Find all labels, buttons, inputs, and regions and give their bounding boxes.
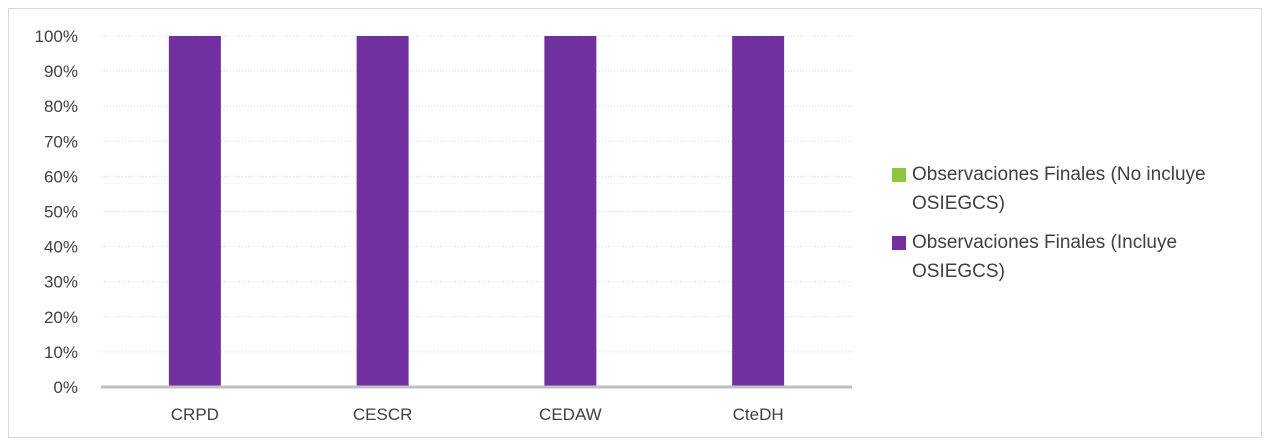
legend-label-no-incluye: Observaciones Finales (No incluye OSIEGC… [912, 164, 1206, 214]
legend-label-incluye: Observaciones Finales (Incluye OSIEGCS) [912, 232, 1178, 282]
y-tick-label: 90% [44, 62, 78, 81]
x-tick-label: CESCR [353, 405, 413, 424]
legend: Observaciones Finales (No incluye OSIEGC… [892, 160, 1252, 296]
y-tick-label: 60% [44, 167, 78, 186]
legend-swatch-incluye [892, 236, 906, 250]
legend-item-no-incluye: Observaciones Finales (No incluye OSIEGC… [892, 160, 1252, 218]
y-tick-label: 30% [44, 273, 78, 292]
y-tick-label: 0% [53, 378, 78, 397]
legend-item-incluye: Observaciones Finales (Incluye OSIEGCS) [892, 228, 1252, 286]
y-tick-label: 40% [44, 238, 78, 257]
bar-cescr-series-1 [356, 36, 409, 387]
y-tick-label: 10% [44, 343, 78, 362]
y-tick-label: 50% [44, 203, 78, 222]
x-tick-label: CEDAW [539, 405, 602, 424]
bar-ctedh-series-1 [732, 36, 785, 387]
x-tick-label: CteDH [733, 405, 784, 424]
y-tick-label: 80% [44, 97, 78, 116]
y-tick-label: 100% [35, 27, 78, 46]
y-tick-label: 20% [44, 308, 78, 327]
legend-swatch-no-incluye [892, 168, 906, 182]
bar-crpd-series-1 [168, 36, 221, 387]
bar-cedaw-series-1 [544, 36, 597, 387]
x-tick-label: CRPD [171, 405, 219, 424]
y-tick-label: 70% [44, 132, 78, 151]
